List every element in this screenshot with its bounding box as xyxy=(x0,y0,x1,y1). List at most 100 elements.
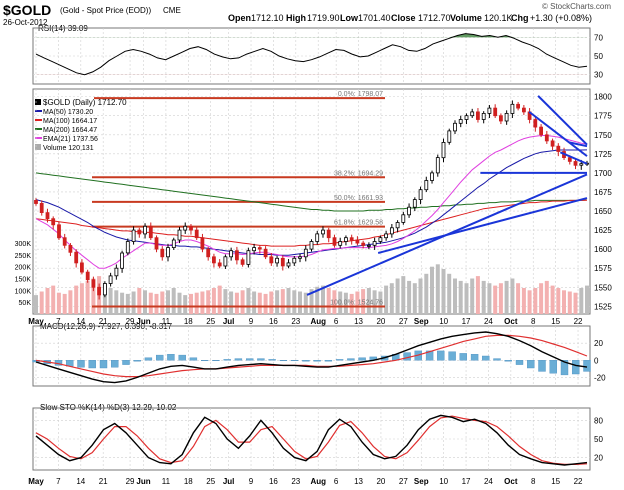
volume-bar xyxy=(177,292,182,314)
macd-histogram-bar xyxy=(290,360,299,361)
volume-bar xyxy=(349,293,354,314)
x-tick-label-bottom: 21 xyxy=(99,477,108,486)
price-candle-body xyxy=(321,229,325,235)
price-candle-body xyxy=(493,107,498,117)
price-candle-body xyxy=(45,212,50,220)
macd-histogram-bar xyxy=(122,360,130,365)
price-candle-body xyxy=(309,241,314,250)
volume-bar xyxy=(68,290,73,314)
volume-tick-label: 100K xyxy=(15,288,32,295)
x-tick-label-bottom: 8 xyxy=(531,477,536,486)
y-tick-label: 1600 xyxy=(594,245,612,254)
volume-bar xyxy=(234,292,239,314)
price-candle-body xyxy=(303,248,308,258)
price-candle-body xyxy=(160,248,165,258)
x-tick-label-mid: 21 xyxy=(99,317,108,326)
trendline xyxy=(528,111,588,157)
price-candle-body xyxy=(516,103,520,109)
volume-bar xyxy=(355,291,360,314)
y-tick-label: 1775 xyxy=(594,112,612,121)
volume-bar xyxy=(504,280,509,314)
price-candle-body xyxy=(573,161,578,166)
volume-bar xyxy=(45,288,50,314)
price-candle-body xyxy=(189,225,193,231)
x-tick-label-bottom: 10 xyxy=(439,477,448,486)
price-candle-body xyxy=(447,130,452,143)
macd-histogram-bar xyxy=(279,360,288,361)
macd-histogram-bar xyxy=(257,358,265,361)
chart-date: 26-Oct-2012 xyxy=(3,18,48,27)
macd-histogram-bar xyxy=(99,360,108,369)
x-tick-label-mid: 11 xyxy=(162,317,171,326)
volume-bar xyxy=(539,283,544,314)
volume-bar xyxy=(39,291,44,314)
volume-bar xyxy=(252,291,257,314)
volume-bar xyxy=(550,285,555,314)
x-tick-label-mid: 20 xyxy=(376,317,385,326)
price-candle-body xyxy=(567,157,572,162)
macd-histogram-bar xyxy=(583,360,591,372)
price-candle-body xyxy=(114,267,119,277)
volume-bar xyxy=(453,278,457,314)
macd-histogram-bar xyxy=(437,350,445,361)
x-tick-label-mid: 29 xyxy=(126,317,135,326)
x-tick-label-bottom: 25 xyxy=(206,477,215,486)
price-candle-body xyxy=(510,103,515,114)
legend-price: $GOLD (Daily) 1712.70 xyxy=(43,98,127,107)
volume-bar xyxy=(79,283,84,314)
price-candle-body xyxy=(74,251,79,264)
volume-bar xyxy=(263,293,268,314)
open-value: 1712.10 xyxy=(251,13,284,23)
macd-histogram-bar xyxy=(504,360,512,362)
price-candle-body xyxy=(246,250,251,265)
open-label: Open xyxy=(228,13,251,23)
x-tick-label-bottom: 18 xyxy=(184,477,193,486)
macd-histogram-bar xyxy=(347,358,355,361)
price-candle-body xyxy=(315,233,320,242)
trendline xyxy=(537,95,588,146)
price-candle-body xyxy=(240,259,245,265)
close-value: 1712.70 xyxy=(418,13,451,23)
volume-bar xyxy=(200,291,205,314)
volume-bar xyxy=(447,273,452,314)
volume-bar xyxy=(217,285,222,314)
price-candle-body xyxy=(275,257,280,264)
volume-bar xyxy=(338,291,343,314)
volume-tick-label: 200K xyxy=(15,265,32,272)
macd-histogram-bar xyxy=(358,357,366,361)
x-tick-label-bottom: Jul xyxy=(223,477,235,486)
volume-bar xyxy=(498,283,503,314)
price-candle-body xyxy=(120,252,124,269)
volume-bar xyxy=(567,291,572,314)
high-label: High xyxy=(286,13,306,23)
volume-bar xyxy=(556,288,561,314)
volume-bar xyxy=(493,285,498,314)
price-candle-body xyxy=(389,227,394,235)
price-candle-body xyxy=(378,237,383,242)
price-candle-body xyxy=(97,286,101,296)
volume-bar xyxy=(309,289,314,314)
macd-histogram-bar xyxy=(493,358,501,361)
legend-swatch-volume xyxy=(35,144,41,150)
volume-bar xyxy=(292,290,297,314)
macd-histogram-bar xyxy=(88,360,96,369)
price-candle-body xyxy=(407,206,412,216)
x-tick-label-mid: 22 xyxy=(574,317,583,326)
change-value: +1.30 (+0.08%) xyxy=(530,13,592,23)
volume-bar xyxy=(137,288,142,314)
volume-bar xyxy=(280,289,285,314)
macd-histogram-bar xyxy=(155,354,164,361)
macd-histogram-bar xyxy=(527,360,535,369)
x-tick-label-mid: 18 xyxy=(184,317,193,326)
price-candle-body xyxy=(464,115,469,120)
x-tick-label-mid: May xyxy=(28,317,44,326)
volume-bar xyxy=(62,293,67,314)
x-tick-label-mid: Sep xyxy=(414,317,429,326)
x-tick-label-mid: Jun xyxy=(136,317,150,326)
volume-bar xyxy=(114,290,119,314)
volume-bar xyxy=(579,288,584,314)
volume-bar xyxy=(332,290,337,314)
macd-histogram-bar xyxy=(200,360,209,361)
chart-instrument-name: (Gold - Spot Price (EOD)) xyxy=(60,6,151,15)
price-candle-body xyxy=(269,256,274,264)
